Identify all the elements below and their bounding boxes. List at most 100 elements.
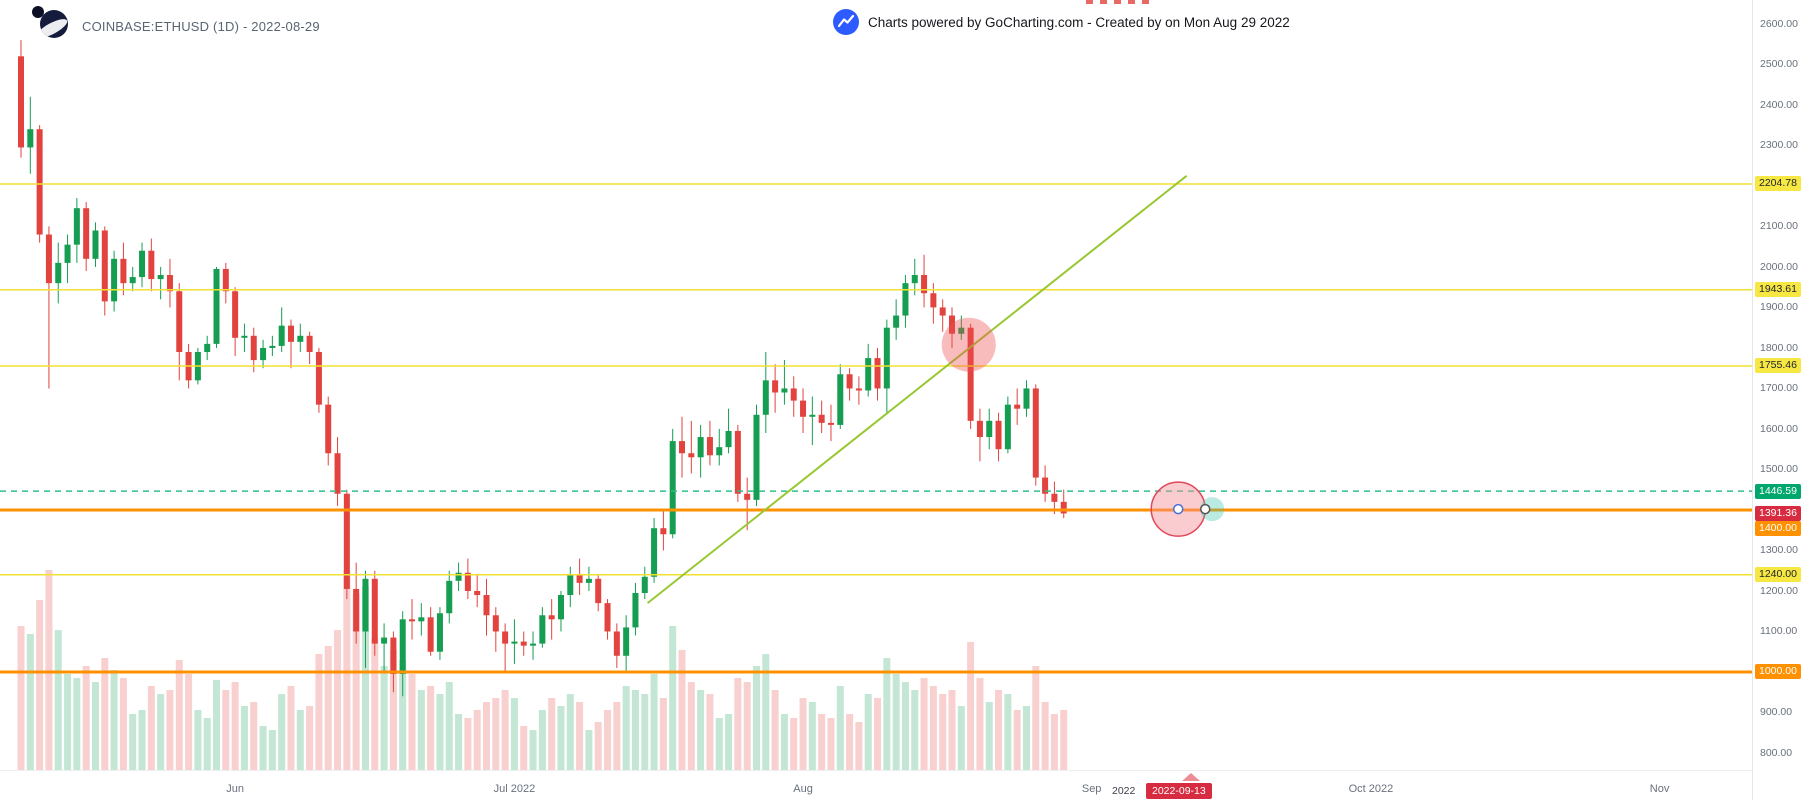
candle-body (176, 291, 183, 352)
candle-body (36, 129, 43, 235)
volume-bar (45, 570, 53, 770)
candle-body (976, 420, 983, 438)
volume-bar (827, 718, 835, 770)
volume-bar (566, 694, 574, 770)
volume-bar (929, 686, 937, 770)
highlight-ellipse[interactable] (941, 317, 996, 372)
volume-bar (622, 686, 630, 770)
volume-bar (315, 654, 323, 770)
volume-bar (352, 594, 360, 770)
candle-body (325, 404, 332, 454)
candle-body (101, 230, 108, 302)
candle-body (399, 619, 406, 675)
volume-bar (492, 698, 500, 770)
candle-body (371, 578, 378, 644)
candle-body (45, 234, 52, 284)
volume-bar (529, 730, 537, 770)
volume-bar (240, 706, 248, 770)
volume-bar (259, 726, 267, 770)
logo-dot-icon (32, 6, 44, 18)
volume-bar (557, 706, 565, 770)
candle-body (111, 258, 118, 302)
gocharting-logo-icon[interactable] (32, 6, 70, 40)
volume-bar (1022, 706, 1030, 770)
candle-body (343, 493, 350, 589)
volume-bar (380, 666, 388, 770)
volume-bar (901, 682, 909, 770)
price-tick-label: 2100.00 (1760, 220, 1798, 233)
candle-body (604, 603, 611, 632)
volume-bar (967, 642, 975, 770)
volume-bar (483, 702, 490, 770)
candle-body (511, 641, 518, 644)
candle-body (660, 528, 667, 535)
trendline[interactable] (646, 175, 1188, 604)
yellow-price-tag: 1240.00 (1755, 567, 1801, 583)
candle-body (651, 528, 658, 577)
candle-body (204, 343, 211, 352)
candle-body (492, 615, 499, 632)
symbol-title: COINBASE:ETHUSD (1D) - 2022-08-29 (82, 19, 320, 34)
volume-bar (790, 718, 798, 770)
candle-body (576, 574, 583, 583)
volume-bar (920, 678, 928, 770)
volume-bar (455, 714, 463, 770)
powered-by-text: Charts powered by GoCharting.com - Creat… (868, 14, 1290, 30)
time-tick-label: Aug (793, 783, 813, 795)
candle-body (855, 388, 862, 391)
time-axis[interactable]: 2022 2022-09-13 Jun Jul 2022 Aug Sep Oct 202… (0, 770, 1752, 800)
volume-bar (948, 690, 956, 770)
candle-body (632, 592, 639, 628)
chart-plot-area[interactable] (0, 0, 1752, 770)
candle-body (362, 578, 369, 632)
candlestick-chart[interactable] (0, 0, 1752, 770)
volume-bar (324, 646, 332, 770)
candle-body (1004, 404, 1011, 450)
candle-body (548, 615, 555, 620)
volume-bar (669, 626, 677, 770)
yellow-price-tag: 1943.61 (1755, 282, 1801, 298)
ellipse-center-handle[interactable] (1172, 503, 1184, 515)
volume-bar (129, 714, 137, 770)
volume-bar (110, 670, 118, 770)
candle-body (865, 358, 872, 391)
volume-bar (818, 714, 826, 770)
ellipse-edge-handle[interactable] (1199, 503, 1211, 515)
volume-bar (268, 730, 276, 770)
volume-bar (715, 718, 723, 770)
volume-bar (538, 710, 546, 770)
volume-bar (957, 706, 965, 770)
candle-body (446, 580, 453, 614)
candle-body (1042, 477, 1049, 494)
candle-body (706, 437, 713, 456)
time-tick-label: Oct 2022 (1348, 783, 1394, 795)
candle-body (73, 208, 80, 245)
candle-body (539, 615, 546, 644)
logo-globe-icon (40, 10, 68, 38)
volume-bar (1050, 714, 1058, 770)
candle-body (83, 208, 90, 259)
volume-bar (892, 674, 900, 770)
yellow-price-tag: 2204.78 (1755, 176, 1801, 192)
candle-body (734, 430, 741, 494)
volume-bar (334, 630, 342, 770)
price-tick-label: 2400.00 (1760, 98, 1798, 111)
volume-bar (604, 710, 612, 770)
volume-bar (194, 710, 202, 770)
price-axis[interactable]: 2600.002500.002400.002300.002200.002100.… (1752, 0, 1813, 800)
candle-body (800, 400, 807, 417)
volume-bar (213, 680, 221, 770)
volume-bar (864, 694, 872, 770)
cropped-red-artifact (1086, 0, 1150, 4)
candle-body (297, 335, 304, 342)
volume-bar (278, 694, 286, 770)
candle-body (883, 327, 890, 389)
candle-body (18, 56, 24, 148)
handle-glow (1200, 497, 1225, 522)
volume-bar (157, 694, 165, 770)
volume-bar (687, 682, 695, 770)
volume-bar (743, 682, 751, 770)
candle-body (1014, 404, 1021, 409)
volume-bar (445, 682, 453, 770)
